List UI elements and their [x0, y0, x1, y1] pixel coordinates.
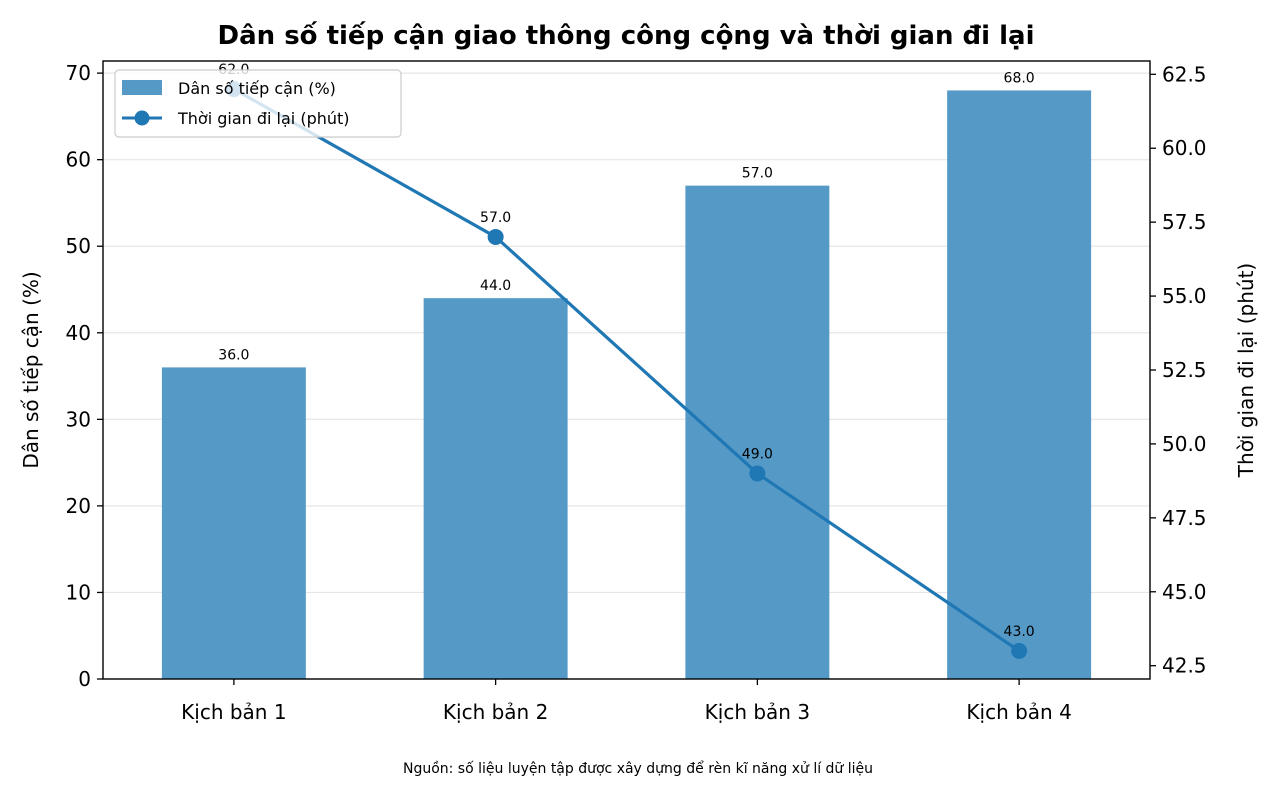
- left-tick-label: 10: [66, 580, 91, 604]
- bar: [161, 367, 306, 679]
- line-point: [1011, 642, 1028, 659]
- right-tick-label: 52.5: [1162, 358, 1207, 382]
- line-value-label: 43.0: [1004, 624, 1035, 640]
- right-tick-label: 55.0: [1162, 284, 1207, 308]
- bar: [685, 185, 830, 679]
- right-tick-label: 47.5: [1162, 506, 1207, 530]
- line-path: [233, 87, 1021, 653]
- legend-bar-swatch: [122, 80, 162, 95]
- bar-series: [161, 90, 1092, 679]
- line-point: [487, 228, 504, 245]
- right-tick-label: 60.0: [1162, 136, 1207, 160]
- line-value-label: 49.0: [742, 446, 773, 462]
- line-value-label: 57.0: [480, 210, 511, 226]
- x-tick-label: Kịch bản 2: [443, 700, 548, 724]
- x-tick-label: Kịch bản 3: [705, 700, 810, 724]
- line-point: [749, 465, 766, 482]
- right-axis-label: Thời gian đi lại (phút): [1234, 263, 1258, 478]
- chart-title: Dân số tiếp cận giao thông công cộng và …: [218, 20, 1035, 51]
- x-axis-ticks: Kịch bản 1 Kịch bản 2 Kịch bản 3 Kịch bản 4: [181, 679, 1072, 724]
- left-tick-label: 20: [66, 494, 91, 518]
- bar: [423, 298, 568, 679]
- left-tick-label: 40: [66, 321, 91, 345]
- left-tick-label: 50: [66, 234, 91, 258]
- x-tick-label: Kịch bản 4: [966, 700, 1071, 724]
- x-tick-label: Kịch bản 1: [181, 700, 286, 724]
- legend-bar-label: Dân số tiếp cận (%): [178, 79, 336, 98]
- bar-value-label: 68.0: [1004, 70, 1035, 86]
- left-tick-label: 70: [66, 61, 91, 85]
- bar-data-labels: 36.0 44.0 57.0 68.0: [218, 70, 1034, 363]
- right-tick-label: 50.0: [1162, 432, 1207, 456]
- legend-line-label: Thời gian đi lại (phút): [177, 109, 350, 128]
- legend: Dân số tiếp cận (%) Thời gian đi lại (ph…: [114, 69, 402, 138]
- legend-line-marker: [134, 110, 150, 126]
- bar: [947, 90, 1092, 679]
- right-tick-label: 45.0: [1162, 580, 1207, 604]
- right-tick-label: 42.5: [1162, 654, 1207, 678]
- right-axis-ticks: 42.5 45.0 47.5 50.0 52.5 55.0 57.5 60.0 62.5: [1150, 62, 1207, 678]
- left-tick-label: 0: [78, 667, 91, 691]
- legend-frame: [114, 69, 402, 138]
- right-tick-label: 57.5: [1162, 210, 1207, 234]
- right-tick-label: 62.5: [1162, 62, 1207, 86]
- left-axis-label: Dân số tiếp cận (%): [19, 271, 43, 468]
- left-axis-ticks: 0 10 20 30 40 50 60 70: [66, 61, 103, 691]
- left-tick-label: 60: [66, 148, 91, 172]
- line-series: [225, 81, 1028, 659]
- bar-value-label: 57.0: [742, 166, 773, 182]
- bar-value-label: 44.0: [480, 278, 511, 294]
- left-tick-label: 30: [66, 407, 91, 431]
- source-note: Nguồn: số liệu luyện tập được xây dựng đ…: [403, 760, 873, 777]
- bar-value-label: 36.0: [218, 347, 249, 363]
